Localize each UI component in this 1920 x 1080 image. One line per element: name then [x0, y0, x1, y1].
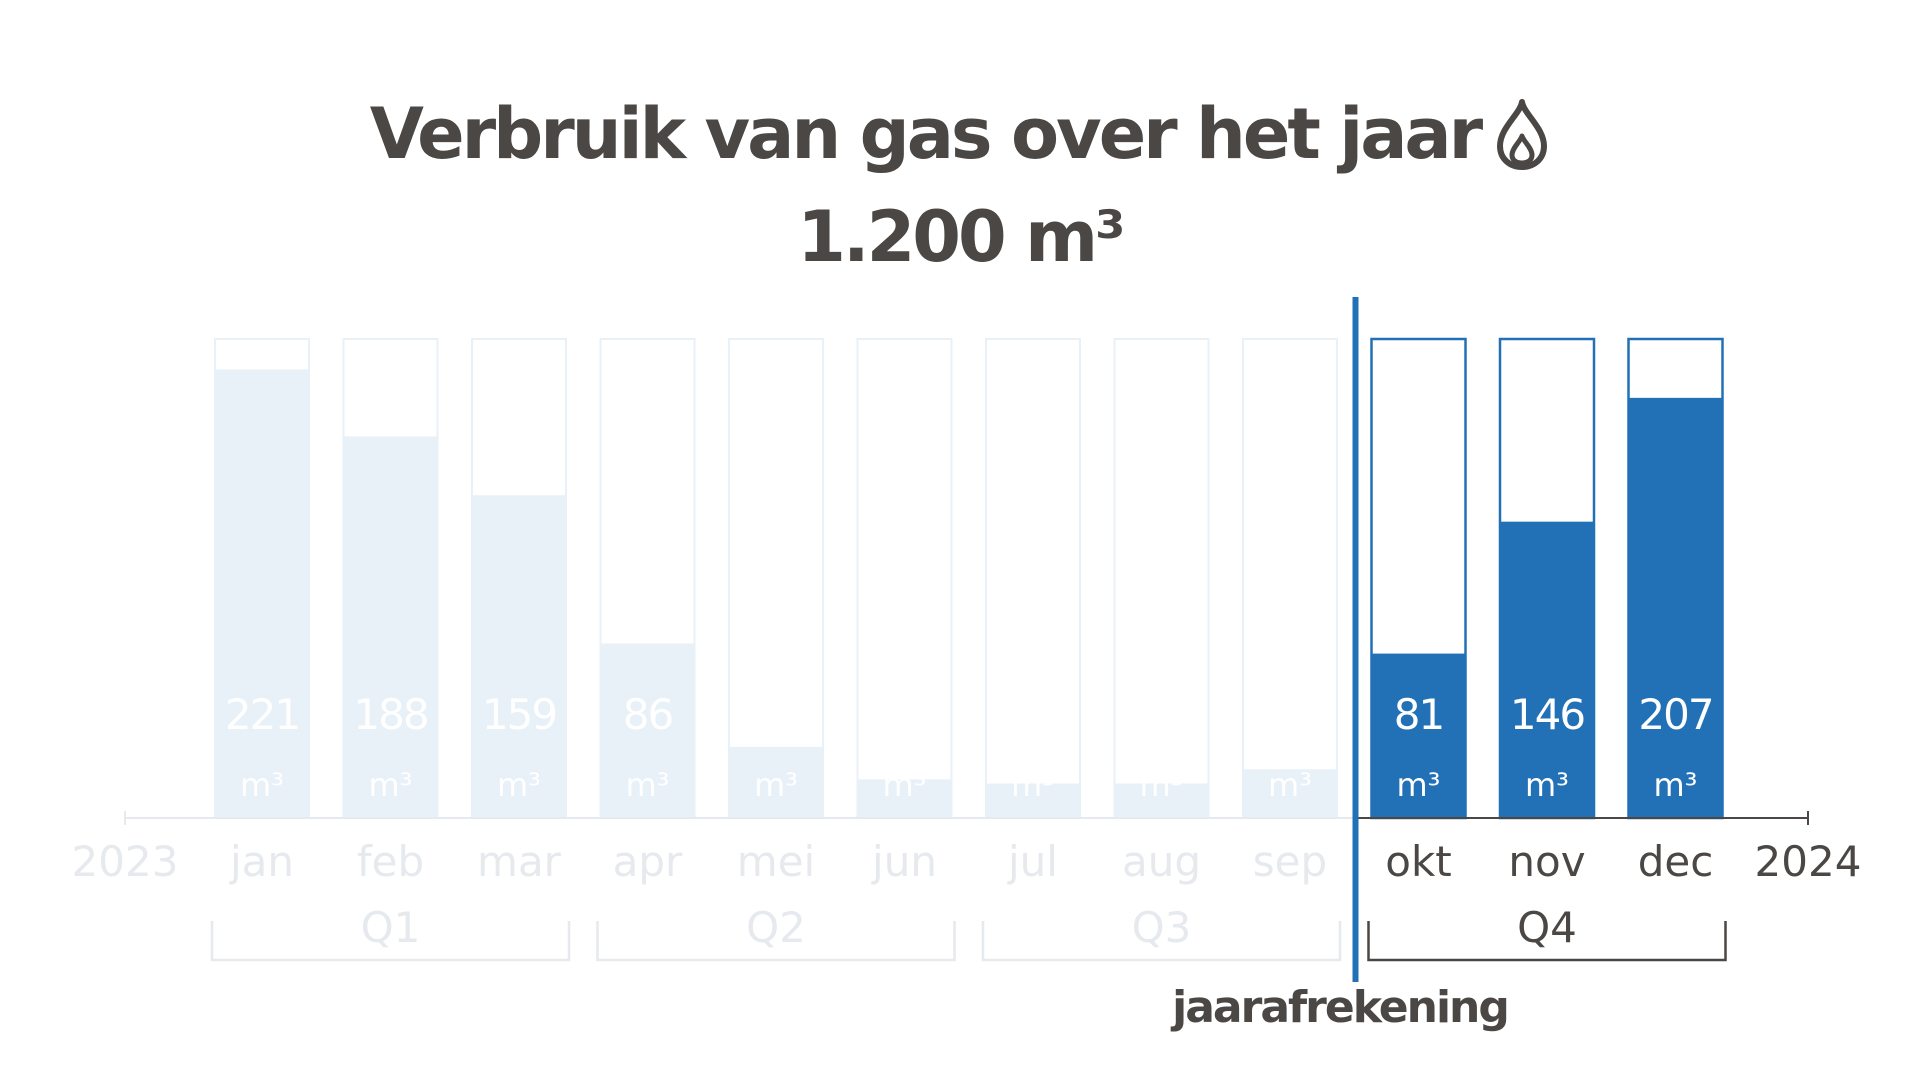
value-label-sep: 24 — [1265, 690, 1315, 739]
unit-label-nov: m³ — [1525, 766, 1569, 804]
value-label-nov: 146 — [1510, 690, 1584, 739]
month-label-jun: jun — [871, 837, 937, 886]
unit-label-feb: m³ — [369, 766, 413, 804]
value-label-feb: 188 — [353, 690, 427, 739]
chart-title: Verbruik van gas over het jaar — [0, 92, 1920, 176]
bar-mar — [472, 495, 566, 818]
bar-feb — [343, 436, 438, 818]
bar-outline-mei — [728, 338, 824, 819]
month-label-mei: mei — [737, 837, 815, 886]
title-text: Verbruik van gas over het jaar — [369, 93, 1483, 175]
value-label-jun: 19 — [880, 690, 929, 739]
unit-label-sep: m³ — [1268, 766, 1312, 804]
unit-label-mar: m³ — [497, 766, 541, 804]
bar-outline-jul — [985, 338, 1081, 819]
quarter-bracket-Q2 — [596, 921, 956, 962]
value-label-aug: 17 — [1137, 690, 1186, 739]
month-label-mar: mar — [477, 837, 562, 886]
month-label-okt: okt — [1385, 837, 1452, 886]
quarter-label-Q3: Q3 — [1132, 903, 1192, 952]
bar-okt — [1371, 653, 1466, 818]
month-label-feb: feb — [357, 837, 424, 886]
month-label-jul: jul — [1007, 837, 1058, 886]
quarter-bracket-Q4 — [1367, 921, 1727, 962]
year-start-label: 2023 — [72, 837, 179, 886]
value-label-apr: 86 — [623, 690, 673, 739]
month-label-sep: sep — [1253, 837, 1327, 886]
value-label-jul: 17 — [1008, 690, 1057, 739]
bar-jul — [986, 783, 1080, 818]
annual-bill-marker-label: jaarafrekening — [1172, 982, 1510, 1033]
bar-jan — [215, 369, 309, 818]
quarter-bracket-Q3 — [981, 921, 1342, 962]
unit-label-apr: m³ — [626, 766, 670, 804]
unit-label-aug: m³ — [1140, 766, 1184, 804]
bar-outline-jun — [856, 338, 953, 819]
quarter-label-Q1: Q1 — [361, 903, 421, 952]
bar-aug — [1114, 783, 1209, 818]
bar-dec — [1628, 397, 1723, 818]
bar-apr — [600, 643, 695, 818]
unit-label-jun: m³ — [883, 766, 927, 804]
unit-label-mei: m³ — [754, 766, 798, 804]
month-label-apr: apr — [613, 837, 683, 886]
month-label-aug: aug — [1122, 837, 1201, 886]
month-label-nov: nov — [1508, 837, 1585, 886]
quarter-label-Q2: Q2 — [746, 903, 806, 952]
bar-jun — [857, 779, 952, 818]
quarter-label-Q4: Q4 — [1517, 903, 1577, 952]
bar-outline-sep — [1242, 338, 1338, 819]
bar-nov — [1500, 521, 1594, 818]
unit-label-jul: m³ — [1011, 766, 1055, 804]
year-end-label: 2024 — [1755, 837, 1862, 886]
unit-label-jan: m³ — [240, 766, 284, 804]
month-label-dec: dec — [1638, 837, 1714, 886]
value-label-jan: 221 — [225, 690, 299, 739]
value-label-mei: 35 — [751, 690, 800, 739]
value-label-mar: 159 — [482, 690, 556, 739]
flame-icon — [1497, 98, 1548, 170]
value-label-dec: 207 — [1638, 690, 1712, 739]
value-label-okt: 81 — [1394, 690, 1443, 739]
unit-label-dec: m³ — [1654, 766, 1698, 804]
total-consumption: 1.200 m³ — [797, 196, 1125, 278]
bar-mei — [729, 746, 823, 818]
unit-label-okt: m³ — [1397, 766, 1441, 804]
quarter-bracket-Q1 — [210, 921, 571, 962]
bar-sep — [1243, 769, 1337, 818]
bar-outline-aug — [1113, 338, 1210, 819]
month-label-jan: jan — [229, 837, 294, 886]
